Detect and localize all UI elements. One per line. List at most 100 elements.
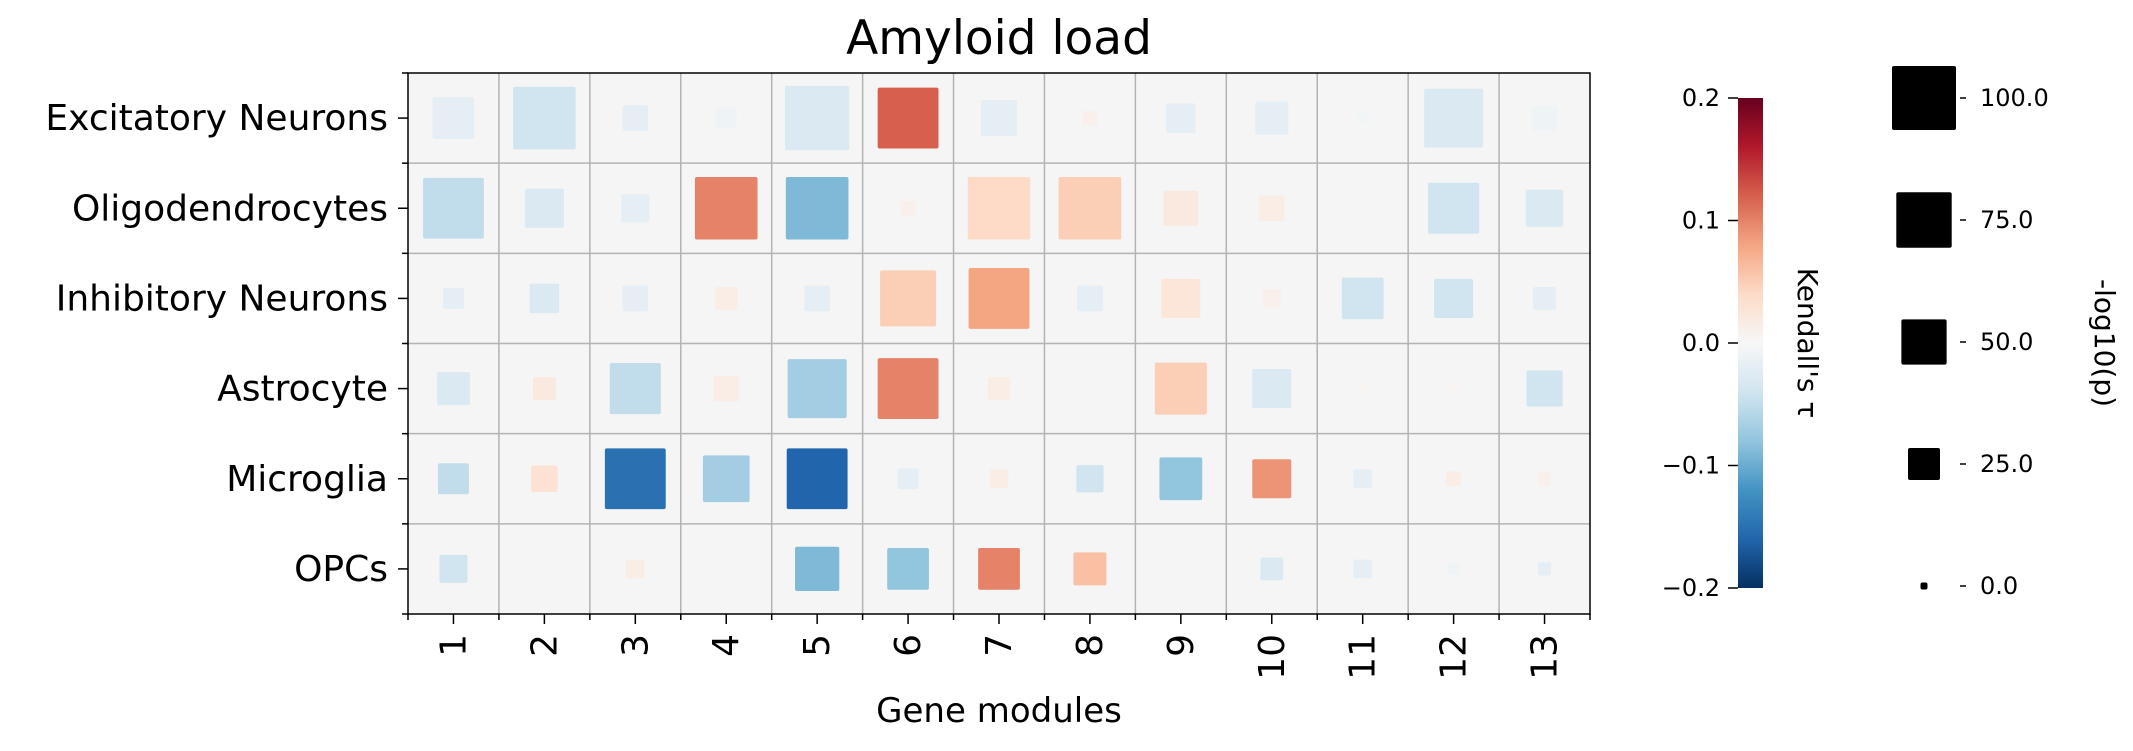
column-labels: 1 2 3 4 5 6 7 8 9 10 11 12 13 (407, 614, 1591, 680)
cell-square (423, 177, 484, 239)
cell-square (622, 105, 649, 131)
size-legend-label: 50.0 (1980, 328, 2033, 356)
grid-lines (408, 73, 1590, 614)
cell-square (1353, 469, 1373, 489)
cell-square (877, 358, 939, 420)
cell-square (1526, 370, 1563, 407)
cell-square (702, 455, 750, 503)
cell-square (1076, 465, 1104, 493)
cell-square (1447, 382, 1460, 395)
cell-square (436, 372, 470, 406)
row-label: Excitatory Neurons (45, 98, 388, 139)
colorbar-label: Kendall's τ (1791, 268, 1824, 418)
cell-square (967, 176, 1031, 240)
cell-square (968, 267, 1030, 329)
row-labels: Excitatory Neurons Oligodendrocytes Inhibi… (45, 72, 408, 615)
row-label: Microglia (226, 459, 388, 500)
column-label: 4 (706, 634, 747, 657)
colorbar-tick-label: 0.1 (1682, 207, 1720, 235)
cell-square (1356, 382, 1369, 395)
cell-square (1077, 285, 1103, 312)
cell-square (443, 287, 464, 309)
chart-title: Amyloid load (846, 11, 1152, 66)
size-legend-label: 25.0 (1980, 450, 2033, 478)
cell-square (900, 200, 916, 216)
cell-square (513, 86, 576, 150)
cell-square (1532, 105, 1557, 131)
cell-square (715, 107, 737, 129)
colorbar-tick-label: 0.0 (1682, 329, 1720, 357)
cell-square (1358, 203, 1368, 213)
cell-square (694, 176, 758, 240)
column-label: 2 (524, 634, 565, 657)
cell-square (1262, 289, 1282, 308)
size-legend-square (1901, 319, 1947, 365)
row-label: Astrocyte (217, 369, 388, 410)
cell-square (989, 469, 1009, 489)
cell-square (1447, 563, 1460, 575)
cell-square (1428, 182, 1480, 234)
cell-square (787, 359, 847, 419)
colorbar-tick-label: −0.1 (1662, 452, 1720, 480)
cell-square (609, 363, 661, 415)
cell-square (604, 448, 666, 510)
cell-square (1525, 189, 1564, 227)
size-legend-square (1892, 66, 1956, 130)
cell-square (1424, 88, 1484, 148)
cell-square (437, 463, 469, 495)
size-legend-label: 75.0 (1980, 206, 2033, 234)
cell-square (795, 546, 840, 592)
cell-square (1537, 562, 1552, 576)
cell-square (1082, 110, 1098, 126)
colorbar (1738, 98, 1763, 588)
cell-square (1073, 552, 1107, 586)
cell-square (1085, 383, 1095, 394)
row-label: Inhibitory Neurons (56, 278, 388, 319)
cell-square (786, 448, 848, 510)
cell-square (439, 554, 468, 583)
cell-square (1159, 457, 1203, 501)
cell-square (1258, 195, 1285, 222)
column-label: 6 (888, 634, 929, 657)
size-legend-label: 100.0 (1980, 84, 2049, 112)
colorbar-ticks: 0.2 0.1 0.0 −0.1 −0.2 (1662, 84, 1738, 602)
cell-square (978, 548, 1020, 590)
cell-square (987, 377, 1011, 401)
cell-square (1252, 459, 1292, 499)
cell-square (784, 85, 850, 151)
row-label: OPCs (294, 549, 388, 590)
cell-square (432, 97, 475, 139)
cell-square (621, 194, 650, 223)
cell-square (532, 377, 556, 401)
cell-square (1166, 103, 1196, 133)
column-label: 11 (1343, 634, 1384, 680)
cell-square (1163, 190, 1199, 226)
column-label: 8 (1070, 634, 1111, 657)
cell-square (1353, 559, 1373, 579)
size-legend-label: 0.0 (1980, 572, 2018, 600)
size-legend-square (1908, 448, 1940, 480)
cell-square (714, 286, 738, 310)
cell-square (1255, 101, 1289, 135)
cell-square (529, 283, 560, 314)
colorbar-tick-label: −0.2 (1662, 574, 1720, 602)
cell-squares (423, 85, 1564, 592)
cell-square (713, 375, 740, 402)
column-label: 10 (1252, 634, 1293, 680)
cell-square (980, 100, 1018, 137)
column-label: 12 (1434, 634, 1475, 680)
cell-square (1446, 471, 1461, 487)
cell-square (1260, 557, 1284, 581)
column-label: 7 (979, 634, 1020, 657)
row-label: Oligodendrocytes (72, 188, 388, 229)
cell-square (877, 87, 939, 149)
cell-square (1252, 369, 1292, 409)
colorbar-tick-label: 0.2 (1682, 84, 1720, 112)
cell-square (541, 565, 548, 573)
column-label: 1 (433, 634, 474, 657)
column-label: 5 (797, 634, 838, 657)
cell-square (1533, 286, 1556, 310)
cell-square (804, 285, 830, 312)
cell-square (897, 468, 919, 490)
